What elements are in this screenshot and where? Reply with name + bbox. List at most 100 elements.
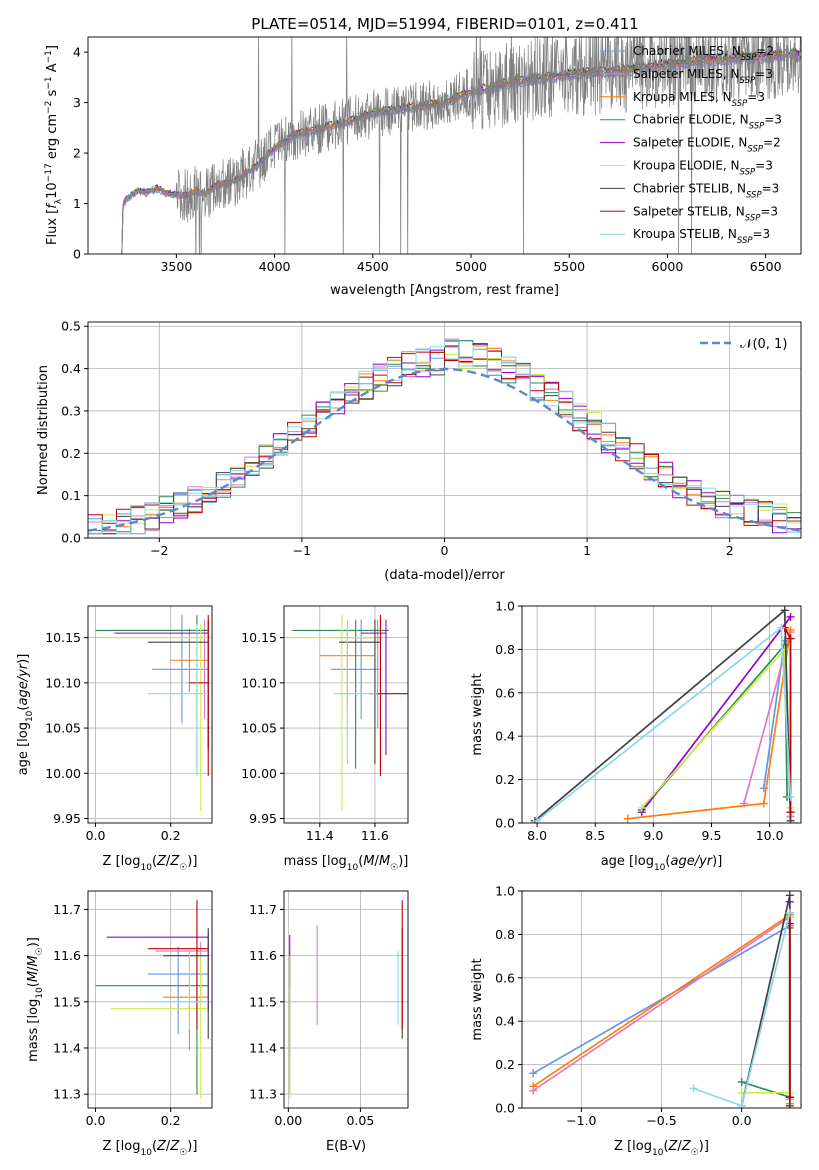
- legend-subscript: SSP: [740, 168, 756, 178]
- x-tick-label: 4500: [357, 259, 389, 274]
- label-part: /: [677, 1139, 682, 1154]
- weight-point-marker: [785, 1093, 794, 1102]
- legend-subscript: SSP: [740, 76, 756, 86]
- label-part: 10: [652, 1148, 664, 1158]
- legend-subscript: SSP: [747, 145, 763, 155]
- label-part: age/yr: [16, 662, 31, 705]
- legend-subscript: SSP: [732, 99, 748, 109]
- label-part: −1: [44, 50, 54, 63]
- x-tick-label: 0.2: [161, 828, 181, 843]
- legend-text: =3: [760, 204, 778, 218]
- weight-vs-metallicity-panel: −1.0 −0.5 0.00.00.20.40.60.81.0Z [log10(Z/…: [470, 884, 802, 1158]
- label-part: Z [log: [103, 1139, 141, 1154]
- y-tick-label: 11.7: [53, 902, 81, 917]
- y-tick-label: 2: [73, 146, 81, 161]
- y-tick-label: 3: [73, 95, 81, 110]
- y-tick-label: 9.95: [249, 811, 277, 826]
- x-tick-label: 3500: [160, 259, 192, 274]
- label-part: )]: [398, 854, 408, 869]
- x-tick-label: 1: [583, 543, 591, 558]
- y-axis-label: mass weight: [470, 673, 485, 755]
- weight-point-marker: [785, 908, 794, 917]
- legend-text: =3: [755, 159, 773, 173]
- x-tick-label: 4000: [259, 259, 291, 274]
- y-axis-label: mass weight: [470, 958, 485, 1040]
- axes-frame: [283, 890, 409, 1109]
- label-part: E(B-V): [326, 1139, 366, 1154]
- label-part: 10: [140, 1148, 152, 1158]
- legend-text: =2: [756, 44, 774, 58]
- y-tick-label: 0.0: [61, 531, 81, 546]
- weight-point-marker: [737, 1077, 746, 1086]
- weight-point-marker: [786, 792, 795, 801]
- gaussian-curve: [88, 367, 801, 532]
- label-part: 10: [347, 863, 359, 873]
- x-tick-label: 6500: [750, 259, 782, 274]
- model-spectrum-line: [119, 50, 801, 254]
- label-part: (: [152, 854, 157, 869]
- legend-text: Kroupa STELIB, N: [633, 227, 737, 241]
- label-part: ☉: [691, 1148, 699, 1158]
- weight-point-marker: [786, 808, 795, 817]
- axes-frame: [521, 605, 802, 824]
- legend-text: Salpeter MILES, N: [633, 67, 740, 81]
- y-tick-label: 10.15: [241, 630, 277, 645]
- plot-area: [119, 37, 801, 254]
- label-part: (: [26, 982, 41, 987]
- y-tick-label: 0.8: [495, 927, 515, 942]
- weight-vs-age-panel: 8.0 8.5 9.0 9.5 10.0 0.0 0.2 0.4 0.6 0.8 1.0 age [l…: [470, 599, 802, 873]
- legend-entry: Chabrier MILES, NSSP=2: [633, 44, 774, 63]
- residuals-panel: −2 −1 0 1 2 0.0 0.1 0.2 0.3 0.4 0.5 𝒩(0, 1) (data-mo…: [36, 319, 802, 583]
- y-tick-label: 11.6: [249, 948, 277, 963]
- x-tick-label: 8.5: [585, 828, 605, 843]
- x-tick-label: −2: [150, 543, 168, 558]
- x-tick-label: 0: [441, 543, 449, 558]
- label-part: age/yr: [670, 854, 713, 869]
- plot-area: [95, 900, 209, 1099]
- legend-text: Salpeter STELIB, N: [633, 204, 745, 218]
- label-part: M: [26, 971, 41, 982]
- legend-subscript: SSP: [746, 190, 762, 200]
- x-axis-label: Z [log10(Z/Z☉)]: [103, 854, 198, 873]
- x-axis-label: age [log10(age/yr)]: [601, 854, 723, 873]
- weight-point-marker: [786, 816, 795, 823]
- x-tick-label: 11.6: [361, 828, 389, 843]
- legend-entry: Kroupa STELIB, NSSP=3: [633, 227, 770, 246]
- weight-point-marker: [786, 634, 795, 643]
- label-part: )]: [26, 937, 41, 947]
- weight-point-marker: [777, 623, 786, 632]
- x-axis-label: mass [log10(M/M☉)]: [284, 854, 409, 873]
- label-part: erg cm: [45, 114, 60, 163]
- y-tick-label: 11.5: [53, 994, 81, 1009]
- legend-text: Salpeter ELODIE, N: [633, 136, 747, 150]
- plot-area: [529, 891, 794, 1108]
- spectrum-panel: 3500 4000 4500 5000 5500 6000 6500 0 1 2 3 4 Chabrie…: [44, 36, 802, 298]
- x-axis-label: Z [log10(Z/Z☉)]: [614, 1139, 709, 1158]
- x-tick-label: −1: [293, 543, 311, 558]
- y-tick-label: 0.6: [495, 685, 515, 700]
- legend-text: =3: [764, 113, 782, 127]
- label-part: Z: [668, 1139, 679, 1154]
- x-axis-label: Z [log10(Z/Z☉)]: [103, 1139, 198, 1158]
- label-part: ☉: [390, 863, 398, 873]
- legend-text: =3: [762, 181, 780, 195]
- y-axis-label: age [log10(age/yr)]: [16, 654, 35, 776]
- x-tick-label: 0.0: [86, 828, 106, 843]
- y-tick-label: 11.6: [53, 948, 81, 963]
- legend-entry: Kroupa ELODIE, NSSP=3: [633, 159, 773, 178]
- x-tick-label: −0.5: [646, 1113, 676, 1128]
- legend-subscript: SSP: [741, 53, 757, 63]
- legend-text: =2: [763, 136, 781, 150]
- label-part: M: [363, 854, 374, 869]
- label-part: 10: [35, 987, 45, 999]
- legend-entry: Kroupa MILES, NSSP=3: [633, 90, 765, 109]
- axes-frame: [87, 605, 213, 824]
- label-part: )]: [187, 1139, 197, 1154]
- weight-point-marker: [785, 1101, 794, 1108]
- plot-area: [95, 615, 209, 812]
- label-part: (: [152, 1139, 157, 1154]
- mass-vs-ebv-panel: 0.00 0.05 11.3 11.4 11.5 11.6 11.7 E(B-V): [249, 890, 409, 1154]
